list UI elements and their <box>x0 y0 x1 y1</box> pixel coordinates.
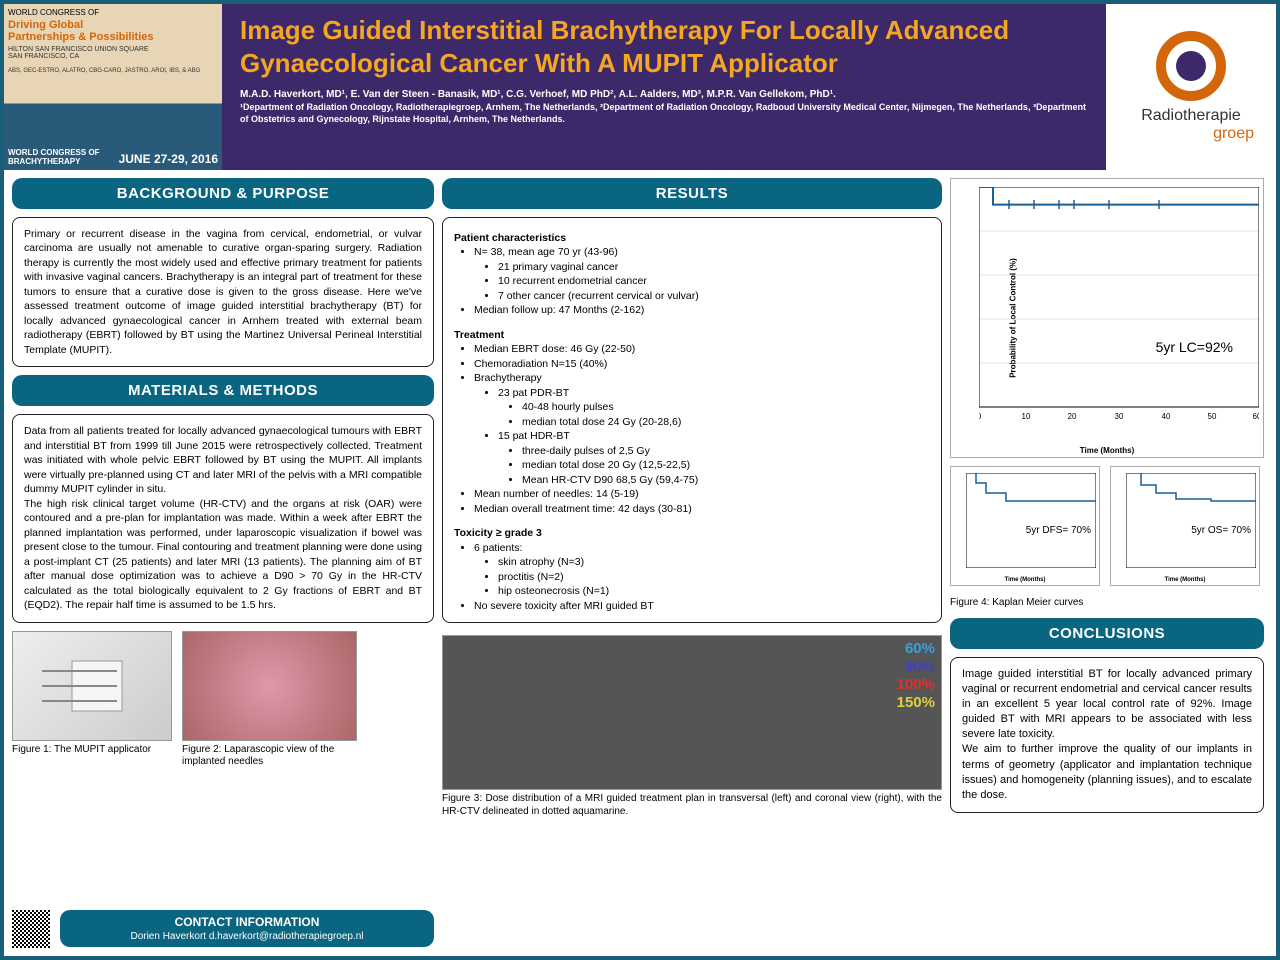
poster-title: Image Guided Interstitial Brachytherapy … <box>240 14 1088 79</box>
list-item: 10 recurrent endometrial cancer <box>498 274 930 288</box>
list-item: median total dose 20 Gy (12,5-22,5) <box>522 458 930 472</box>
svg-text:60: 60 <box>1253 412 1259 421</box>
figure-2-image <box>182 631 357 741</box>
list-item: 23 pat PDR-BT 40-48 hourly pulses median… <box>498 386 930 429</box>
background-body: Primary or recurrent disease in the vagi… <box>12 217 434 367</box>
list-item: three-daily pulses of 2,5 Gy <box>522 444 930 458</box>
list-item: Mean HR-CTV D90 68,5 Gy (59,4-75) <box>522 473 930 487</box>
inst-name-1: Radiotherapie <box>1141 107 1241 125</box>
toxicity-head: Toxicity ≥ grade 3 <box>454 526 930 540</box>
list-item: Median follow up: 47 Months (2-162) <box>474 303 930 317</box>
conf-dates: JUNE 27-29, 2016 <box>119 152 218 166</box>
svg-text:50: 50 <box>1208 412 1217 421</box>
svg-text:40: 40 <box>1162 412 1171 421</box>
chart-os-svg <box>1126 473 1256 568</box>
logo-icon <box>1156 31 1226 101</box>
conclusions-heading: CONCLUSIONS <box>950 618 1264 649</box>
conf-label: WORLD CONGRESS OF BRACHYTHERAPY <box>8 148 100 166</box>
chart-lc-xlabel: Time (Months) <box>1080 446 1135 455</box>
chart-dfs-xlabel: Time (Months) <box>1005 577 1046 583</box>
treatment-head: Treatment <box>454 328 930 342</box>
affiliations: ¹Department of Radiation Oncology, Radio… <box>240 102 1088 125</box>
contact-row: CONTACT INFORMATION Dorien Haverkort d.h… <box>12 910 434 948</box>
list-item: median total dose 24 Gy (20-28,6) <box>522 415 930 429</box>
conf-tagline-2: Partnerships & Possibilities <box>8 31 218 43</box>
qr-code <box>12 910 50 948</box>
list-item: 6 patients: skin atrophy (N=3) proctitis… <box>474 541 930 599</box>
list-item: Chemoradiation N=15 (40%) <box>474 357 930 371</box>
dose-label-100: 100% <box>897 676 935 694</box>
chart-lc-annotation: 5yr LC=92% <box>1156 339 1233 355</box>
conf-societies: ABS, GEC-ESTRO, ALATRO, CBG-CARO, JASTRO… <box>8 68 218 74</box>
column-3: Probability of Local Control (%) Time (M… <box>950 178 1264 948</box>
figure-2-caption: Figure 2: Laparascopic view of the impla… <box>182 744 357 769</box>
inst-name-2: groep <box>1106 125 1276 143</box>
svg-text:20: 20 <box>1068 412 1077 421</box>
contact-box: CONTACT INFORMATION Dorien Haverkort d.h… <box>60 910 434 947</box>
column-2: RESULTS Patient characteristics N= 38, m… <box>442 178 942 948</box>
chart-dfs-svg <box>966 473 1096 568</box>
list-item: 21 primary vaginal cancer <box>498 260 930 274</box>
figure-row-1: Figure 1: The MUPIT applicator Figure 2:… <box>12 631 434 769</box>
column-1: BACKGROUND & PURPOSE Primary or recurren… <box>12 178 434 948</box>
conf-location: HILTON SAN FRANCISCO UNION SQUARE SAN FR… <box>8 46 218 60</box>
patient-char-head: Patient characteristics <box>454 231 930 245</box>
contact-text: Dorien Haverkort d.haverkort@radiotherap… <box>74 931 420 942</box>
poster-root: WORLD CONGRESS OF Driving Global Partner… <box>0 0 1280 960</box>
list-item: N= 38, mean age 70 yr (43-96) 21 primary… <box>474 245 930 303</box>
figure-2: Figure 2: Laparascopic view of the impla… <box>182 631 357 769</box>
figure-3: 60% 90% 100% 150% Figure 3: Dose distrib… <box>442 635 942 818</box>
title-block: Image Guided Interstitial Brachytherapy … <box>222 4 1106 170</box>
results-body: Patient characteristics N= 38, mean age … <box>442 217 942 623</box>
svg-text:0: 0 <box>979 412 982 421</box>
contact-heading: CONTACT INFORMATION <box>74 915 420 929</box>
list-item: proctitis (N=2) <box>498 570 930 584</box>
results-heading: RESULTS <box>442 178 942 209</box>
chart-lc-svg: 0102030405060 100806040200 <box>979 187 1259 427</box>
svg-text:10: 10 <box>1022 412 1031 421</box>
small-charts-row: 5yr DFS= 70% Time (Months) 5yr OS= 70% T… <box>950 466 1264 586</box>
figure-4-caption: Figure 4: Kaplan Meier curves <box>950 597 1264 610</box>
mupit-icon <box>42 646 142 726</box>
chart-os-annotation: 5yr OS= 70% <box>1191 525 1251 536</box>
list-item: Mean number of needles: 14 (5-19) <box>474 487 930 501</box>
list-item: 15 pat HDR-BT three-daily pulses of 2,5 … <box>498 429 930 487</box>
header: WORLD CONGRESS OF Driving Global Partner… <box>4 4 1276 170</box>
list-item: 40-48 hourly pulses <box>522 400 930 414</box>
conf-tagline-1: Driving Global <box>8 19 218 31</box>
chart-dfs-annotation: 5yr DFS= 70% <box>1026 525 1091 536</box>
authors: M.A.D. Haverkort, MD¹, E. Van der Steen … <box>240 89 1088 100</box>
conference-logo: WORLD CONGRESS OF Driving Global Partner… <box>4 4 222 170</box>
chart-local-control: Probability of Local Control (%) Time (M… <box>950 178 1264 458</box>
figure-1-caption: Figure 1: The MUPIT applicator <box>12 744 172 757</box>
figure-3-image: 60% 90% 100% 150% <box>442 635 942 790</box>
figure-1: Figure 1: The MUPIT applicator <box>12 631 172 769</box>
list-item: 7 other cancer (recurrent cervical or vu… <box>498 289 930 303</box>
institution-logo: Radiotherapie groep <box>1106 4 1276 170</box>
dose-label-150: 150% <box>897 694 935 712</box>
conf-top: WORLD CONGRESS OF <box>8 8 218 17</box>
list-item: Median EBRT dose: 46 Gy (22-50) <box>474 342 930 356</box>
conclusions-body: Image guided interstitial BT for locally… <box>950 657 1264 814</box>
methods-body: Data from all patients treated for local… <box>12 414 434 622</box>
dose-label-60: 60% <box>897 640 935 658</box>
figure-1-image <box>12 631 172 741</box>
background-heading: BACKGROUND & PURPOSE <box>12 178 434 209</box>
figure-3-caption: Figure 3: Dose distribution of a MRI gui… <box>442 793 942 818</box>
list-item: Brachytherapy 23 pat PDR-BT 40-48 hourly… <box>474 371 930 487</box>
methods-heading: MATERIALS & METHODS <box>12 375 434 406</box>
chart-os-xlabel: Time (Months) <box>1165 577 1206 583</box>
chart-dfs: 5yr DFS= 70% Time (Months) <box>950 466 1100 586</box>
chart-os: 5yr OS= 70% Time (Months) <box>1110 466 1260 586</box>
list-item: No severe toxicity after MRI guided BT <box>474 599 930 613</box>
list-item: skin atrophy (N=3) <box>498 555 930 569</box>
content-area: BACKGROUND & PURPOSE Primary or recurren… <box>4 170 1276 956</box>
list-item: hip osteonecrosis (N=1) <box>498 584 930 598</box>
svg-text:30: 30 <box>1115 412 1124 421</box>
dose-label-90: 90% <box>897 658 935 676</box>
list-item: Median overall treatment time: 42 days (… <box>474 502 930 516</box>
